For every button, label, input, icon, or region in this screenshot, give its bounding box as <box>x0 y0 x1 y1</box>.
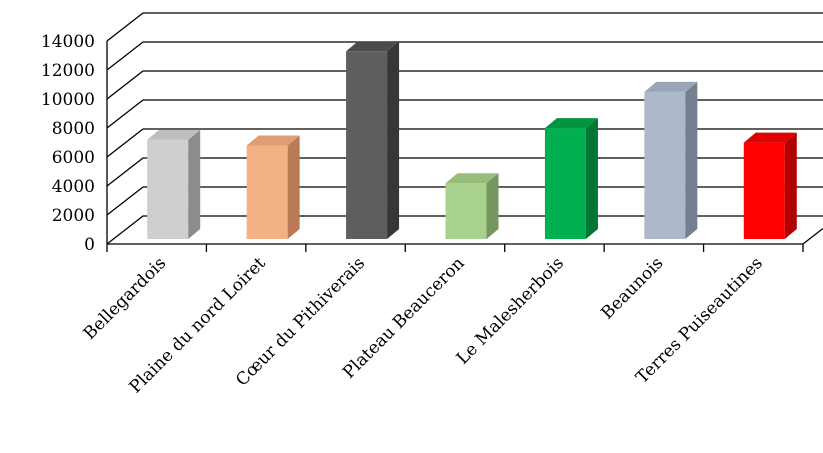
y-tick-label: 14000 <box>41 32 95 52</box>
bar-top <box>445 173 499 184</box>
floor-edge-line <box>802 228 823 245</box>
y-tick-label: 4000 <box>52 177 95 197</box>
bar-top <box>644 81 698 92</box>
bars <box>147 41 797 239</box>
bar-front <box>644 91 686 239</box>
bar <box>743 132 797 239</box>
bar-side <box>585 118 598 239</box>
y-tick-label: 2000 <box>52 206 95 226</box>
bar-side <box>387 41 400 239</box>
bar-front <box>147 139 189 239</box>
bar <box>346 41 400 239</box>
bar <box>147 129 201 239</box>
axes <box>106 41 823 252</box>
gridline <box>106 128 823 158</box>
y-tick-label: 0 <box>84 235 95 255</box>
y-tick-label: 6000 <box>52 148 95 168</box>
bar-side <box>486 173 499 239</box>
x-category-label: Le Malesherbois <box>453 253 568 368</box>
bar-front <box>246 145 288 239</box>
x-category-label: Bellegardois <box>80 253 170 343</box>
y-tick-labels: 0 2000 4000 6000 8000 10000 12000 14000 <box>41 32 95 255</box>
bar-side <box>287 135 300 239</box>
gridline <box>106 215 823 245</box>
bar-top <box>246 135 300 146</box>
bar-front <box>445 183 487 239</box>
bar-top <box>743 132 797 143</box>
gridline <box>106 186 823 216</box>
gridline <box>106 12 823 42</box>
y-tick-label: 8000 <box>52 119 95 139</box>
gridline <box>106 157 823 187</box>
bar <box>644 81 698 239</box>
gridline <box>106 41 823 71</box>
bar-top <box>346 41 400 52</box>
bar-top <box>147 129 201 140</box>
gridlines <box>106 12 823 245</box>
gridline <box>106 70 823 100</box>
y-tick-label: 12000 <box>41 61 95 81</box>
bar-front <box>743 142 785 239</box>
bar-side <box>784 132 797 239</box>
bar <box>246 135 300 239</box>
gridline <box>106 99 823 129</box>
bar-side <box>188 129 201 239</box>
x-category-label: Beaunois <box>597 253 667 323</box>
bar-side <box>685 81 698 239</box>
y-tick-label: 10000 <box>41 90 95 110</box>
bar <box>445 173 499 239</box>
bar <box>544 118 598 239</box>
bar-front <box>544 128 586 239</box>
bar-front <box>346 51 388 239</box>
bar-top <box>544 118 598 129</box>
